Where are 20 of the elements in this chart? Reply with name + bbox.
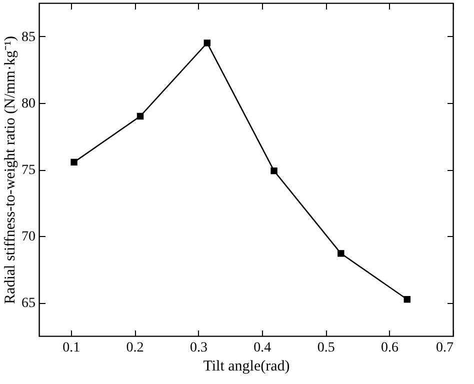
x-tick-label: 0.2 — [126, 340, 144, 356]
y-tick-label: 70 — [22, 230, 36, 245]
y-tick-label: 65 — [22, 296, 36, 312]
point — [204, 40, 210, 46]
y-tick-label: 80 — [22, 96, 36, 112]
point — [338, 250, 344, 257]
x-tick-label: 0.4 — [254, 340, 272, 356]
point — [70, 158, 78, 166]
x-tick-label: 0.3 — [190, 340, 208, 356]
point — [136, 112, 144, 120]
point — [404, 296, 410, 303]
x-tick-label: 0.7 — [436, 340, 454, 356]
x-tick-label: 0.1 — [62, 340, 80, 356]
x-tick-label: 0.5 — [317, 340, 335, 356]
x-tick-label: 0.6 — [381, 340, 399, 356]
y-tick-label: 85 — [22, 30, 36, 45]
x-axis-title: Tilt angle(rad) — [203, 358, 290, 374]
y-tick-label: 75 — [22, 163, 36, 178]
point — [270, 167, 278, 174]
y-axis-title: Radial stiffness-to-weight ratio (N/mm·kg⁻¹) — [2, 36, 18, 304]
